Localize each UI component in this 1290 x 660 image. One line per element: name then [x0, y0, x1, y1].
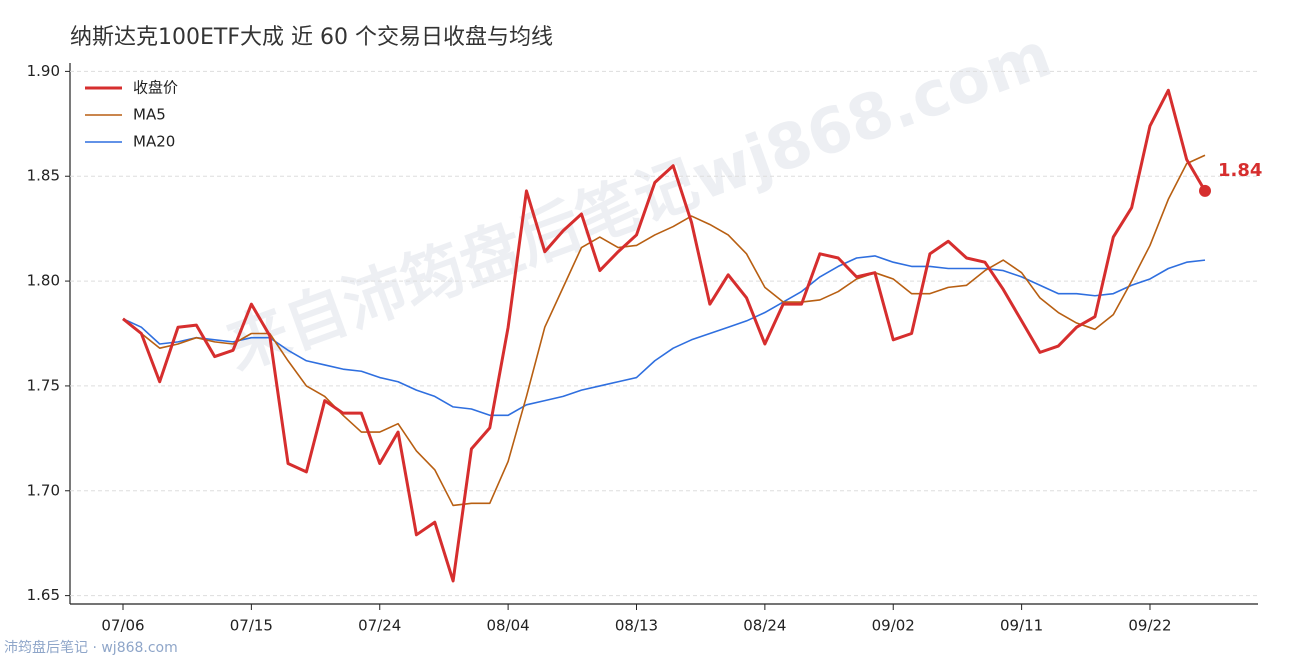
- x-tick-label: 07/24: [358, 617, 401, 635]
- x-tick-label: 09/11: [1000, 617, 1043, 635]
- series-line: [122, 154, 1206, 507]
- watermark: 来自沛筠盘后笔记wj868.com: [217, 18, 1061, 385]
- x-tick-label: 09/02: [872, 617, 915, 635]
- value-label: 1.84: [1218, 160, 1262, 181]
- end-point: [1199, 184, 1211, 197]
- x-tick-label: 08/13: [615, 617, 658, 635]
- legend-label: MA5: [133, 106, 166, 124]
- y-tick-label: 1.80: [27, 272, 60, 290]
- y-tick-label: 1.65: [27, 586, 60, 604]
- y-tick-label: 1.85: [27, 167, 60, 185]
- x-tick-label: 08/24: [743, 617, 786, 635]
- chart-title: 纳斯达克100ETF大成 近 60 个交易日收盘与均线: [70, 25, 553, 50]
- x-tick-label: 08/04: [487, 617, 530, 635]
- y-tick-label: 1.90: [27, 62, 60, 80]
- y-tick-label: 1.75: [27, 376, 60, 394]
- legend-label: 收盘价: [133, 79, 178, 97]
- x-tick-label: 09/22: [1128, 617, 1171, 635]
- x-tick-label: 07/06: [101, 617, 144, 635]
- series-line: [122, 88, 1207, 583]
- x-tick-label: 07/15: [230, 617, 273, 635]
- series-line: [122, 255, 1206, 417]
- legend-label: MA20: [133, 133, 175, 151]
- y-tick-label: 1.70: [27, 481, 60, 499]
- footer: 沛筠盘后笔记 · wj868.com: [4, 639, 178, 656]
